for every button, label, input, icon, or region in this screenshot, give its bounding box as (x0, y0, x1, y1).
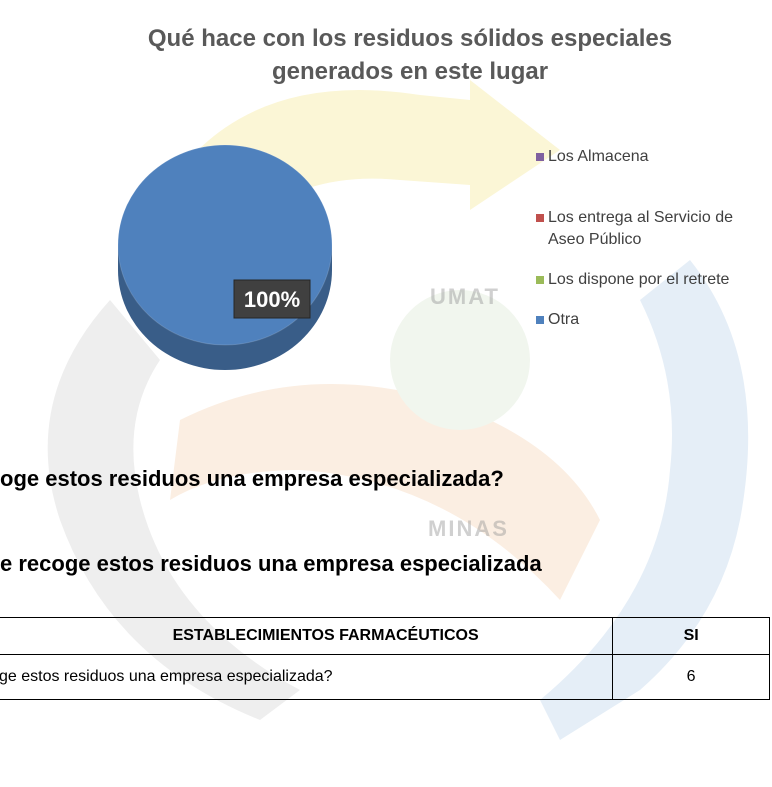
page: UMAT MINAS Qué hace con los residuos sól… (0, 0, 772, 787)
heading: e recoge estos residuos una empresa espe… (0, 551, 542, 577)
legend-marker (536, 276, 544, 284)
legend: Los Almacena Los entrega al Servicio de A… (536, 146, 772, 331)
legend-marker (536, 316, 544, 324)
watermark-text: MINAS (428, 516, 509, 542)
heading: oge estos residuos una empresa especiali… (0, 466, 504, 492)
legend-label: Los dispone por el retrete (548, 271, 729, 288)
cell: ge estos residuos una empresa especializ… (0, 655, 613, 700)
legend-item: Los entrega al Servicio de Aseo Público (536, 207, 772, 251)
data-label: 100% (244, 287, 300, 312)
cell: 6 (613, 655, 770, 700)
legend-item: Los Almacena (536, 146, 772, 168)
header-cell: SI (613, 618, 770, 655)
header-cell: ESTABLECIMIENTOS FARMACÉUTICOS (0, 618, 613, 655)
legend-marker (536, 214, 544, 222)
legend-label: Otra (548, 311, 579, 328)
table: ESTABLECIMIENTOS FARMACÉUTICOS SI ge est… (0, 617, 770, 700)
legend-label: Los Almacena (548, 148, 649, 165)
table-row: ge estos residuos una empresa especializ… (0, 655, 770, 700)
table-header: ESTABLECIMIENTOS FARMACÉUTICOS SI (0, 618, 770, 655)
legend-label: Los entrega al Servicio de Aseo Público (548, 209, 733, 248)
legend-item: Otra (536, 309, 772, 331)
legend-item: Los dispone por el retrete (536, 269, 772, 291)
legend-marker (536, 153, 544, 161)
